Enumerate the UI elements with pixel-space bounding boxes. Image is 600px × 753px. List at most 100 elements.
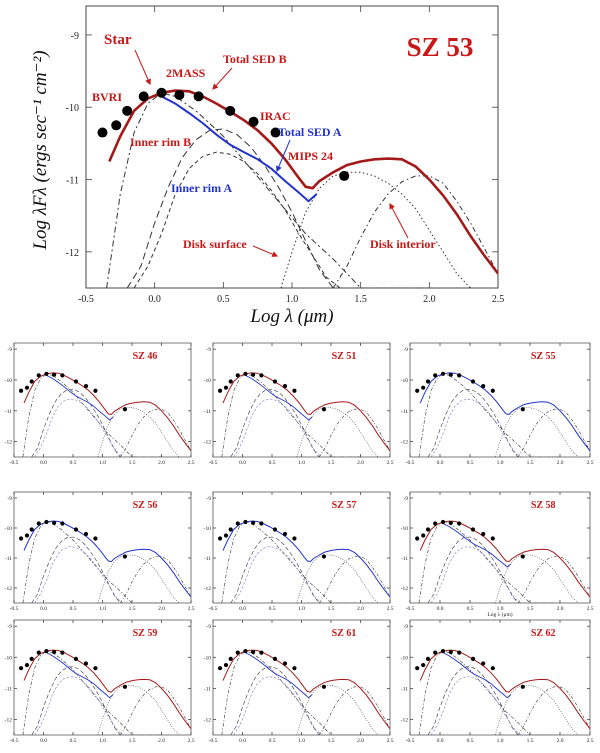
data-point [93, 536, 98, 541]
data-point [29, 656, 34, 661]
series-inner-rim-b [126, 128, 334, 288]
series-inner-rim-b [230, 666, 320, 735]
y-tick-label: -11 [401, 556, 408, 562]
x-tick-label: -0.5 [10, 606, 19, 612]
plot-area [22, 649, 191, 735]
x-tick-label: -0.5 [78, 294, 94, 305]
series-total-sed-a [245, 374, 313, 421]
data-point [272, 527, 278, 532]
x-tick-label: 2.5 [387, 606, 394, 612]
panel-title: SZ 59 [133, 628, 158, 639]
annotation-mips-24: MIPS 24 [288, 149, 333, 163]
series-disk-interior [119, 686, 191, 735]
y-tick-label: -11 [204, 686, 211, 692]
series-inner-rim-a [233, 676, 323, 735]
series-inner-rim-b [31, 388, 121, 457]
panel-title: SZ 61 [332, 628, 357, 639]
y-tick-label: -9 [403, 347, 408, 353]
data-point [259, 650, 264, 655]
data-point [217, 388, 223, 393]
data-point [60, 521, 65, 526]
data-point [339, 170, 350, 181]
plot-area [221, 520, 390, 603]
data-point [490, 536, 495, 541]
series-inner-rim-a [34, 676, 124, 735]
series-inner-rim-a [430, 546, 522, 603]
series-star [221, 373, 361, 457]
series-total-sed-b [23, 372, 191, 452]
x-tick-label: 1.5 [527, 460, 534, 466]
x-tick-label: 0.0 [239, 738, 246, 744]
series-disk-interior [318, 556, 390, 603]
x-tick-label: 2.0 [557, 460, 564, 466]
annotation-disk-interior: Disk interior [370, 237, 436, 251]
data-point [138, 91, 149, 102]
x-tick-label: 1.5 [129, 606, 136, 612]
series-disk-surface [494, 407, 579, 457]
x-tick-label: 0.5 [70, 738, 77, 744]
x-tick-label: 0.0 [40, 738, 47, 744]
series-inner-rim-b [427, 536, 519, 603]
data-point [235, 373, 240, 378]
annotation-bvri: BVRI [92, 90, 122, 104]
small-panel-sz-57: -0.5 0.0 0.5 1.0 1.5 2.0 2.5 -9 -10 -11 -12 SZ 57 [204, 491, 394, 612]
series-disk-interior [318, 408, 390, 457]
series-total-sed-a [442, 523, 512, 568]
x-tick-label: -0.5 [10, 460, 19, 466]
annotation-total-sed-a: Total SED A [278, 125, 342, 139]
y-axis-label: Log λFλ (ergs sec⁻¹ cm⁻²) [30, 50, 51, 250]
y-tick-label: -12 [401, 717, 409, 723]
panel-x-axis-label: Log λ (μm) [487, 611, 512, 618]
small-panel-sz-51: -0.5 0.0 0.5 1.0 1.5 2.0 2.5 -9 -10 -11 -12 SZ 51 [204, 342, 394, 466]
y-tick-label: -12 [401, 440, 409, 446]
data-point [259, 373, 264, 378]
x-tick-label: 0.0 [148, 294, 161, 305]
data-point [44, 648, 49, 654]
series-disk-surface [97, 554, 180, 603]
x-tick-label: -0.5 [406, 460, 415, 466]
annotation-arrow [212, 67, 233, 90]
small-panel-sz-55: -0.5 0.0 0.5 1.0 1.5 2.0 2.5 -9 -10 -11 -12 SZ 55 [401, 342, 594, 466]
data-point [223, 662, 229, 668]
small-panel-sz-62: -0.5 0.0 0.5 1.0 1.5 2.0 2.5 -9 -10 -11 -12 SZ 62 [401, 619, 594, 744]
data-point [440, 648, 446, 654]
data-point [217, 536, 223, 541]
series-inner-rim-b [31, 666, 121, 735]
x-tick-label: 2.0 [357, 606, 364, 612]
y-tick-label: -10 [401, 526, 409, 532]
x-tick-label: 1.5 [527, 606, 534, 612]
x-tick-label: 1.5 [129, 738, 136, 744]
series-disk-surface [296, 407, 379, 457]
y-tick-label: -10 [204, 526, 212, 532]
y-tick-label: -11 [401, 409, 408, 415]
data-point [225, 105, 236, 116]
series-inner-rim-b [230, 388, 320, 457]
data-point [259, 521, 264, 526]
x-tick-label: -0.5 [209, 738, 218, 744]
series-disk-surface [280, 171, 471, 288]
data-point [292, 388, 297, 393]
data-point [272, 656, 278, 661]
series-total-sed-a [245, 652, 313, 699]
series-disk-surface [296, 685, 379, 735]
x-tick-label: 0.5 [70, 460, 77, 466]
y-tick-label: -9 [7, 347, 12, 353]
data-point [97, 127, 108, 138]
data-point [520, 407, 525, 412]
x-tick-label: 0.0 [437, 738, 444, 744]
data-point [270, 127, 281, 138]
x-tick-label: 2.5 [387, 460, 394, 466]
annotation-2mass: 2MASS [166, 66, 206, 80]
x-tick-label: 1.0 [497, 460, 504, 466]
series-disk-interior [517, 686, 590, 735]
chart-title: SZ 53 [407, 32, 474, 62]
panel-title: SZ 57 [332, 500, 357, 511]
data-point [93, 388, 98, 393]
data-point [490, 388, 495, 393]
x-tick-label: 1.0 [298, 738, 305, 744]
panel-title: SZ 51 [332, 351, 357, 362]
y-tick-label: -9 [206, 347, 211, 353]
data-point [282, 661, 288, 666]
series-star [418, 521, 560, 603]
